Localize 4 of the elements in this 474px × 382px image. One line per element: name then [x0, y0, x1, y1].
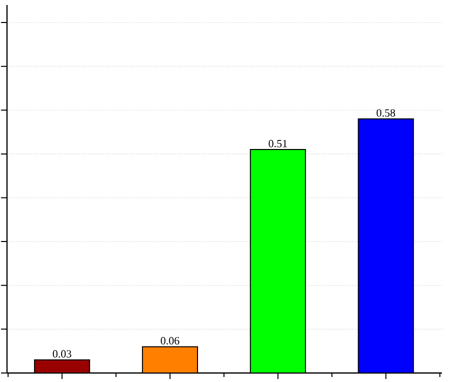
data-label: 0.51 [268, 140, 287, 148]
data-label: 0.03 [52, 350, 72, 358]
data-label: 0.06 [160, 337, 180, 344]
data-label: 0.58 [376, 109, 396, 117]
